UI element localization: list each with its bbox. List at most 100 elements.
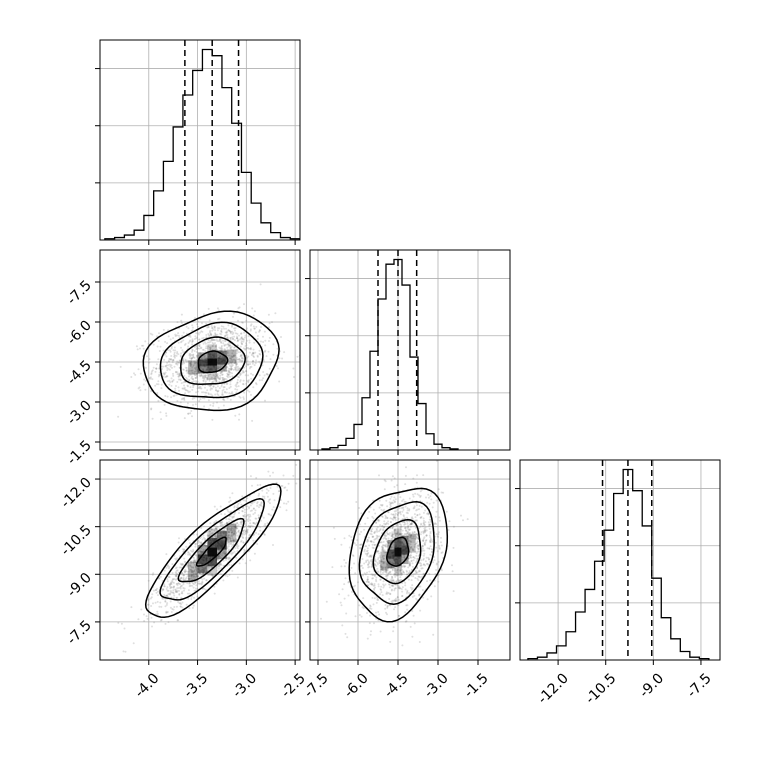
scatter-point xyxy=(393,529,396,532)
scatter-point xyxy=(188,607,191,610)
scatter-point xyxy=(432,633,435,636)
scatter-point xyxy=(410,523,413,526)
scatter-point xyxy=(350,536,353,538)
scatter-point xyxy=(292,367,295,370)
scatter-point xyxy=(244,524,247,527)
scatter-point xyxy=(193,575,196,578)
scatter-point xyxy=(255,383,258,386)
scatter-point xyxy=(230,540,232,543)
scatter-point xyxy=(377,599,380,601)
scatter-point xyxy=(240,503,243,506)
scatter-point xyxy=(363,562,366,565)
scatter-point xyxy=(220,330,223,333)
scatter-point xyxy=(161,368,163,370)
scatter-point xyxy=(231,523,234,526)
scatter-point xyxy=(178,374,181,377)
scatter-point xyxy=(161,588,164,591)
scatter-point xyxy=(433,523,436,526)
scatter-point xyxy=(385,543,388,546)
scatter-point xyxy=(429,520,432,523)
scatter-point xyxy=(429,541,432,544)
scatter-point xyxy=(220,383,223,386)
scatter-point xyxy=(229,538,232,541)
scatter-point xyxy=(204,350,207,353)
scatter-point xyxy=(192,550,195,553)
scatter-point xyxy=(242,499,245,502)
hist-panel-p1-frame xyxy=(99,39,301,241)
scatter-point xyxy=(158,367,161,370)
scatter-point xyxy=(182,339,185,342)
scatter-point xyxy=(227,374,230,377)
scatter-point xyxy=(259,340,262,343)
scatter-point xyxy=(227,536,230,539)
scatter-point xyxy=(347,581,350,584)
scatter-point xyxy=(407,566,410,569)
scatter-point xyxy=(369,555,372,557)
scatter-point xyxy=(237,530,240,533)
scatter-point xyxy=(366,580,369,583)
scatter-point xyxy=(236,381,239,384)
scatter-point xyxy=(185,545,188,548)
scatter-point xyxy=(409,547,412,550)
scatter-point xyxy=(255,477,258,479)
scatter-point xyxy=(408,532,411,534)
scatter-point xyxy=(222,564,225,567)
scatter-point xyxy=(394,500,397,503)
scatter-point xyxy=(382,557,385,560)
scatter-point xyxy=(216,569,219,572)
scatter-point xyxy=(229,371,232,374)
scatter-point xyxy=(196,588,199,590)
scatter-point xyxy=(409,625,412,628)
scatter-point xyxy=(196,375,198,378)
scatter-point xyxy=(369,633,372,636)
scatter-point xyxy=(384,570,387,573)
scatter-point xyxy=(407,524,410,527)
scatter-point xyxy=(213,334,216,337)
scatter-point xyxy=(207,325,210,328)
scatter-point xyxy=(373,622,375,625)
scatter-point xyxy=(187,412,190,415)
scatter-point xyxy=(185,360,188,363)
scatter-point xyxy=(172,359,175,362)
scatter-point xyxy=(232,539,235,542)
scatter-point xyxy=(422,474,425,477)
scatter-point xyxy=(238,413,241,416)
scatter-point xyxy=(227,376,230,379)
scatter-point xyxy=(391,535,394,538)
scatter-point xyxy=(370,607,373,610)
scatter-point xyxy=(201,580,204,583)
scatter-point xyxy=(234,327,237,330)
scatter-point xyxy=(364,545,367,548)
scatter-point xyxy=(174,333,177,336)
scatter-point xyxy=(247,518,250,520)
scatter-point xyxy=(201,391,203,394)
scatter-point xyxy=(230,510,233,513)
scatter-point xyxy=(230,539,233,542)
scatter-point xyxy=(238,358,241,361)
scatter-point xyxy=(212,385,215,388)
scatter-point xyxy=(195,558,198,561)
scatter-point xyxy=(237,307,240,310)
scatter-point xyxy=(251,362,254,365)
scatter-point xyxy=(206,326,209,329)
scatter-point xyxy=(200,574,203,577)
scatter-point xyxy=(399,569,402,572)
scatter-point xyxy=(231,352,234,355)
scatter-point xyxy=(383,536,386,539)
scatter-point xyxy=(386,516,389,519)
scatter-point xyxy=(248,506,251,509)
scatter-point xyxy=(173,585,175,588)
scatter-point xyxy=(177,353,180,356)
scatter-point xyxy=(255,517,258,520)
scatter-point xyxy=(229,529,232,532)
scatter-point xyxy=(410,560,413,563)
scatter-point xyxy=(352,585,355,588)
scatter-point xyxy=(166,380,169,383)
scatter-point xyxy=(413,505,416,508)
scatter-point xyxy=(420,522,423,525)
scatter-point xyxy=(238,395,241,398)
scatter-point xyxy=(165,588,168,590)
scatter-point xyxy=(203,356,206,359)
scatter-point xyxy=(142,383,145,386)
scatter-point xyxy=(362,597,365,600)
